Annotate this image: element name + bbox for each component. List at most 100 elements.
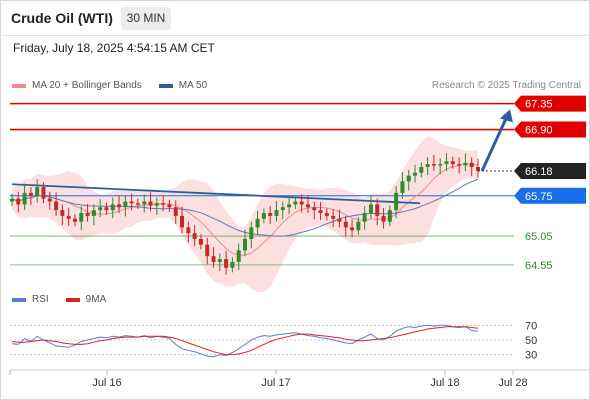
candle-body: [463, 162, 468, 166]
candle-body: [356, 221, 361, 231]
timestamp: Friday, July 18, 2025 4:54:15 AM CET: [13, 41, 215, 55]
candle-body: [368, 204, 373, 214]
candle-body: [337, 218, 342, 222]
candle-body: [66, 215, 71, 219]
candle-body: [413, 172, 418, 176]
rsi-tick-50: 50: [525, 335, 537, 347]
candle-body: [287, 204, 292, 208]
candle-body: [375, 204, 380, 216]
candle-body: [217, 259, 222, 262]
candle-body: [205, 244, 210, 257]
candle-body: [419, 166, 424, 173]
candle-body: [211, 256, 216, 262]
candle-body: [318, 210, 323, 214]
candle-body: [35, 187, 40, 196]
candle-body: [387, 210, 392, 222]
candle-body: [142, 201, 147, 205]
candle-body: [72, 218, 77, 222]
rsi-legend: RSI 9MA: [12, 294, 123, 305]
candle-body: [60, 210, 65, 216]
candle-body: [230, 261, 235, 268]
candle-body: [224, 259, 229, 268]
candle-body: [381, 215, 386, 222]
candle-body: [85, 213, 90, 216]
candle-body: [180, 215, 185, 228]
candle-body: [476, 166, 480, 171]
ma50-swatch: [158, 83, 173, 88]
candle-body: [243, 238, 247, 251]
legend-label-ma50: MA 50: [178, 80, 208, 91]
candle-body: [350, 227, 355, 231]
forecast-arrow-head: [500, 109, 513, 123]
candle-body: [192, 233, 197, 239]
candle-body: [406, 175, 411, 182]
candle-body: [123, 201, 128, 208]
candle-body: [135, 203, 140, 205]
candle-body: [400, 181, 405, 193]
candle-body: [469, 162, 474, 167]
candle-body: [104, 207, 109, 211]
current-price-tag: [514, 163, 586, 179]
legend-item-9ma: 9MA: [65, 294, 107, 305]
candle-body: [255, 218, 260, 228]
instrument-title: Crude Oil (WTI): [11, 10, 113, 26]
forecast-arrow-shaft: [480, 115, 509, 172]
price-legend: MA 20 + Bollinger Bands MA 50: [12, 80, 224, 91]
candle-body: [110, 204, 115, 211]
candle-body: [198, 238, 203, 245]
legend-label-ma20: MA 20 + Bollinger Bands: [32, 80, 142, 91]
level-tag-67-35: [514, 95, 586, 112]
rsi-ma-line: [11, 326, 479, 356]
candle-body: [305, 204, 310, 208]
candle-body: [79, 213, 84, 222]
candle-body: [343, 221, 348, 228]
chart-header: Crude Oil (WTI) 30 MIN: [0, 0, 590, 36]
candle-body: [450, 161, 455, 165]
current-price-label: 66.18: [525, 166, 553, 178]
ma9-swatch: [65, 297, 80, 302]
candle-body: [47, 198, 52, 202]
legend-label-rsi: RSI: [32, 294, 49, 305]
candle-body: [324, 213, 329, 216]
rsi-line: [11, 324, 479, 358]
candle-body: [457, 164, 462, 166]
legend-item-rsi: RSI: [12, 294, 49, 305]
x-axis-label: Jul 28: [498, 377, 527, 389]
candle-body: [312, 207, 317, 211]
candle-body: [444, 161, 449, 165]
candle-body: [154, 203, 159, 206]
candle-body: [394, 192, 399, 211]
candle-body: [280, 207, 285, 211]
trendline: [11, 183, 421, 205]
level-tag-65-75: [514, 187, 586, 204]
timeframe-selector[interactable]: 30 MIN: [121, 7, 171, 30]
candle-body: [161, 203, 166, 205]
candle-body: [10, 198, 14, 202]
candle-body: [167, 204, 172, 208]
x-axis-label: Jul 18: [430, 377, 459, 389]
level-label-66-90: 66.90: [525, 125, 553, 137]
candle-body: [299, 201, 304, 205]
candle-body: [54, 201, 59, 211]
legend-item-ma20: MA 20 + Bollinger Bands: [12, 80, 142, 91]
candle-body: [41, 187, 46, 199]
candle-body: [22, 192, 27, 205]
level-label-65-05: 65.05: [525, 231, 553, 243]
candle-body: [98, 207, 103, 211]
candle-body: [148, 201, 153, 206]
level-label-67-35: 67.35: [525, 99, 553, 111]
credit-text: Research © 2025 Trading Central: [431, 80, 581, 91]
legend-label-9ma: 9MA: [85, 294, 107, 305]
level-label-65-75: 65.75: [525, 191, 553, 203]
candle-body: [173, 207, 178, 216]
ma20-swatch: [12, 83, 26, 88]
x-axis-label: Jul 16: [92, 377, 121, 389]
candle-body: [129, 201, 134, 204]
level-tag-66-90: [514, 121, 586, 138]
candle-body: [117, 204, 122, 208]
candle-body: [331, 215, 336, 219]
candle-body: [16, 198, 21, 205]
candle-body: [274, 210, 279, 216]
candle-body: [362, 213, 367, 222]
